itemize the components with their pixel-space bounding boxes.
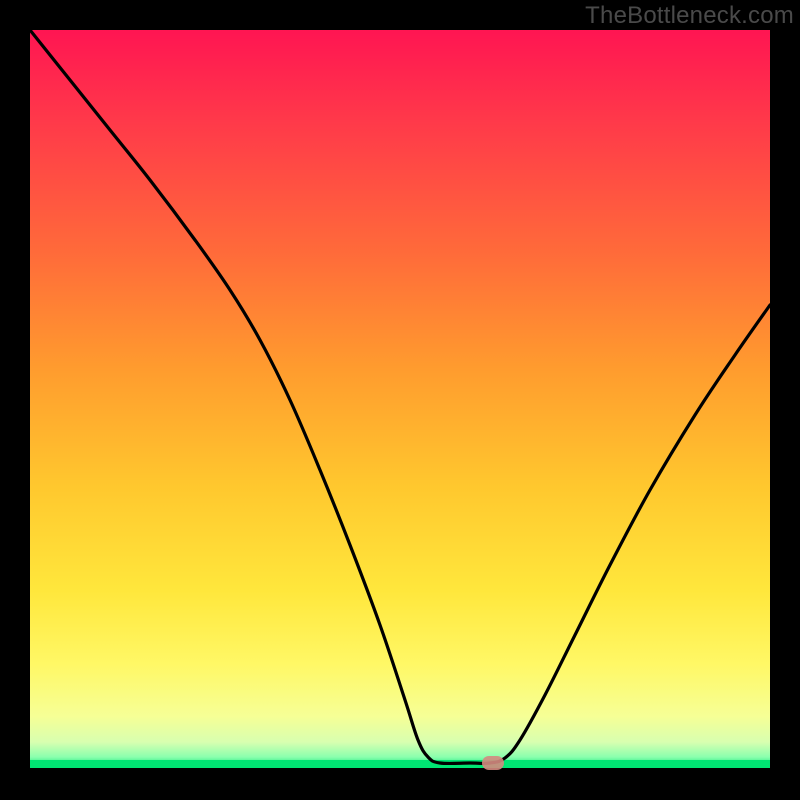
optimal-marker — [482, 756, 504, 770]
bottleneck-chart — [0, 0, 800, 800]
watermark-text: TheBottleneck.com — [585, 2, 794, 30]
frame-bottom — [0, 768, 800, 800]
baseline-band — [30, 760, 770, 768]
gradient-background — [30, 30, 770, 768]
frame-left — [0, 0, 30, 800]
frame-right — [770, 0, 800, 800]
